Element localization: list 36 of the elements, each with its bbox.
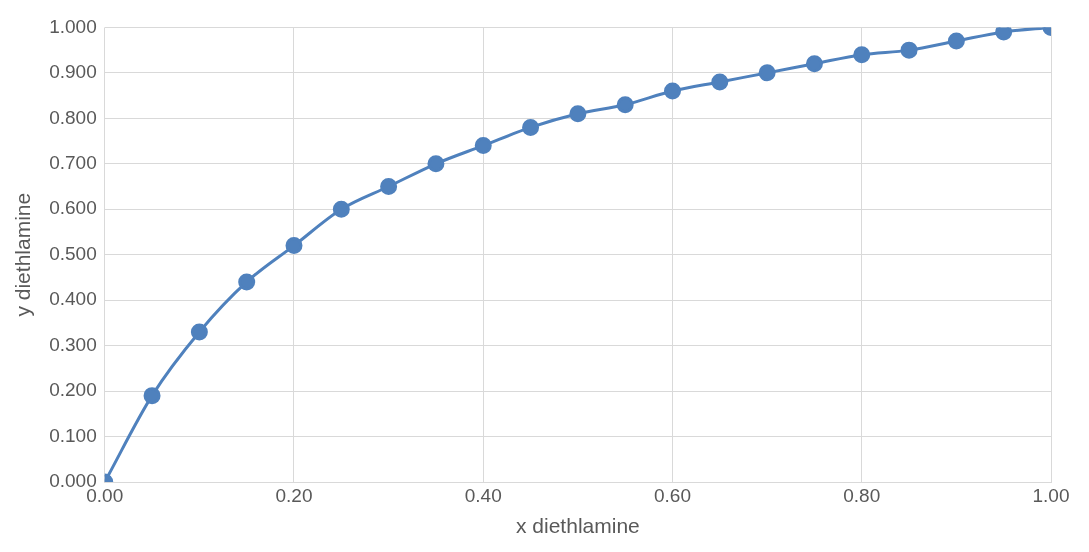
point	[522, 118, 540, 136]
point	[569, 105, 587, 123]
point	[995, 27, 1013, 41]
point	[190, 323, 208, 341]
point	[805, 55, 823, 73]
point	[380, 178, 398, 196]
x-tick-label: 0.60	[654, 484, 691, 506]
point	[238, 273, 256, 291]
y-tick-label: 0.500	[49, 242, 97, 264]
x-tick-label: 0.80	[843, 484, 881, 506]
point	[332, 200, 350, 218]
y-tick-label: 0.900	[49, 61, 97, 83]
x-axis-title: x diethlamine	[516, 514, 640, 538]
point	[427, 155, 445, 173]
y-tick-label: 0.600	[49, 197, 97, 219]
point	[947, 32, 965, 50]
point	[758, 64, 776, 82]
point	[664, 82, 681, 100]
point	[285, 237, 303, 255]
x-tick-label: 0.40	[464, 484, 502, 506]
point	[616, 96, 634, 114]
point	[853, 46, 871, 64]
point	[474, 137, 492, 155]
point	[711, 73, 729, 91]
y-tick-label: 0.700	[49, 152, 97, 174]
y-tick-label: 0.100	[49, 424, 97, 446]
y-tick-label: 0.300	[49, 333, 97, 355]
point	[143, 387, 161, 405]
y-tick-label: 0.400	[49, 288, 97, 310]
y-axis-title: y diethlamine	[11, 192, 35, 317]
x-tick-label: 1.00	[1032, 484, 1070, 506]
point	[900, 41, 918, 59]
y-tick-label: 1.000	[49, 15, 97, 37]
x-tick-label: 0.20	[275, 484, 313, 506]
y-tick-label: 0.200	[49, 379, 97, 401]
y-tick-label: 0.800	[49, 106, 97, 128]
